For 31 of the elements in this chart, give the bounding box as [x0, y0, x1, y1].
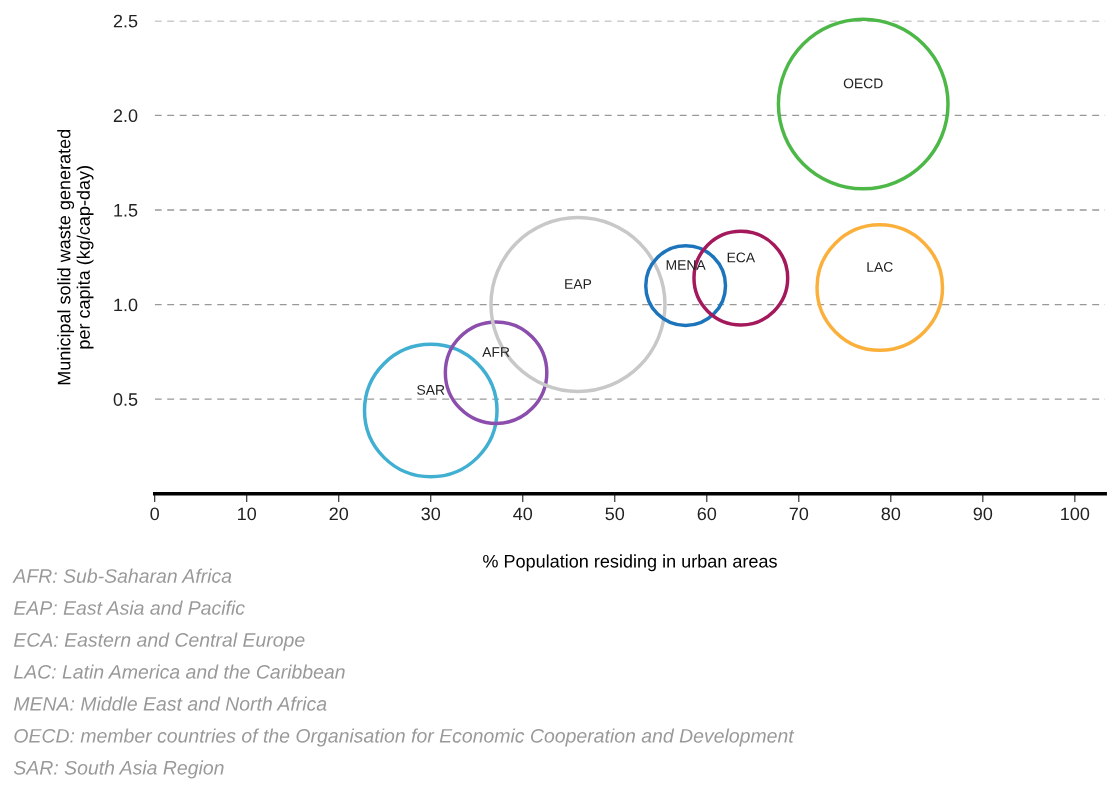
text: OECD: member countries of the Organisation for Economic Cooperation and Development [14, 728, 795, 747]
x-tick-label: 80 [881, 507, 901, 521]
y-tick-label: 2.0 [113, 109, 138, 123]
text: SAR [417, 384, 445, 395]
y-tick-label: 2.5 [113, 14, 138, 28]
text: SAR: South Asia Region [13, 760, 224, 779]
text: EAP: East Asia and Pacific [13, 600, 245, 615]
x-tick-label: 70 [789, 507, 809, 521]
x-tick-label: 90 [973, 507, 993, 521]
series-label: AFR [482, 347, 510, 357]
x-tick-label: 0 [150, 507, 160, 521]
text: OECD [843, 78, 883, 89]
text: LAC [867, 262, 893, 272]
x-tick-label: 100 [1061, 507, 1090, 521]
x-tick-label: 10 [238, 507, 257, 521]
y-tick-label: 1.0 [114, 298, 138, 312]
series-label: ECA [727, 252, 756, 263]
y-tick-label: 0.5 [113, 393, 138, 406]
text: ECA: Eastern and Central Europe [13, 632, 305, 651]
text: MENA: Middle East and North Africa [13, 696, 327, 711]
x-tick-label: 50 [605, 507, 625, 521]
text: EAP [565, 279, 592, 289]
x-axis-title: % Population residing in urban areas [483, 554, 777, 572]
x-tick-label: 20 [329, 507, 349, 521]
y-axis-title: Municipal solid waste generated per capita (kg/cap-day) [57, 129, 94, 385]
text: LAC: Latin America and the Caribbean [13, 664, 345, 679]
text: AFR: Sub-Saharan Africa [12, 568, 232, 583]
x-tick-label: 40 [513, 507, 533, 521]
x-tick-label: 60 [697, 507, 717, 521]
y-tick-label: 1.5 [114, 204, 138, 217]
x-tick-label: 30 [421, 507, 441, 521]
